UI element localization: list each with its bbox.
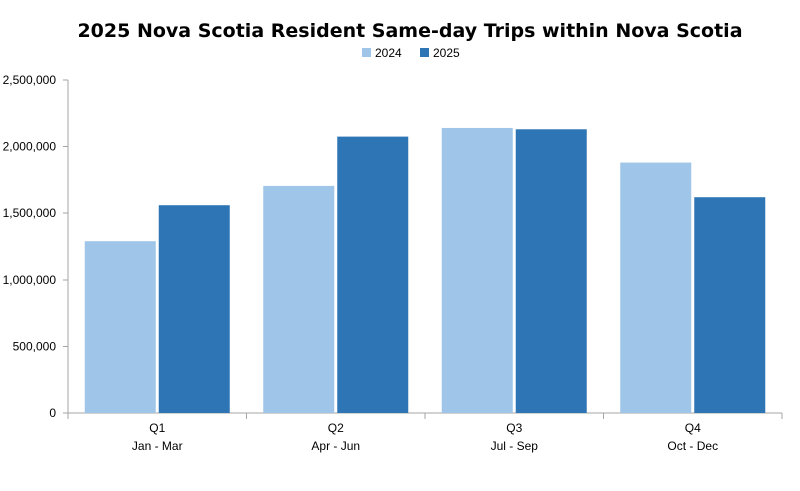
y-axis: 0 500,000 1,000,000 1,500,000 2,000,000 2,500…: [3, 73, 69, 420]
legend-swatch-2025: [420, 48, 429, 57]
bar-2025-q4: [694, 197, 766, 413]
chart-title: 2025 Nova Scotia Resident Same-day Trips…: [77, 20, 742, 42]
x-tick-label: Q3: [506, 421, 522, 435]
x-tick-label: Q2: [328, 421, 344, 435]
legend-label-2025: 2025: [433, 46, 460, 60]
bar-2024-q4: [620, 162, 692, 413]
x-tick-label: Q1: [149, 421, 165, 435]
x-axis: Q1 Jan - Mar Q2 Apr - Jun Q3 Jul - Sep Q4 Oct -…: [67, 412, 783, 453]
bar-2024-q1: [84, 241, 156, 413]
y-tick-label: 0: [49, 406, 56, 420]
legend-label-2024: 2024: [375, 46, 402, 60]
y-tick-label: 2,000,000: [3, 140, 57, 154]
x-tick-label: Q4: [685, 421, 701, 435]
bar-2025-q2: [337, 136, 409, 414]
y-tick-label: 1,000,000: [3, 273, 57, 287]
legend-swatch-2024: [362, 48, 371, 57]
bar-2025-q3: [515, 129, 587, 413]
x-tick-label: Jul - Sep: [491, 439, 539, 453]
y-tick-label: 500,000: [13, 339, 57, 353]
y-tick-label: 1,500,000: [3, 206, 57, 220]
legend: 2024 2025: [362, 46, 460, 60]
x-tick-label: Apr - Jun: [311, 439, 360, 453]
y-tick-label: 2,500,000: [3, 73, 57, 87]
bar-2024-q2: [263, 185, 335, 413]
bar-2024-q3: [441, 127, 513, 414]
bars: [84, 127, 766, 414]
x-tick-label: Jan - Mar: [132, 439, 183, 453]
bar-2025-q1: [158, 205, 230, 413]
x-tick-label: Oct - Dec: [667, 439, 718, 453]
